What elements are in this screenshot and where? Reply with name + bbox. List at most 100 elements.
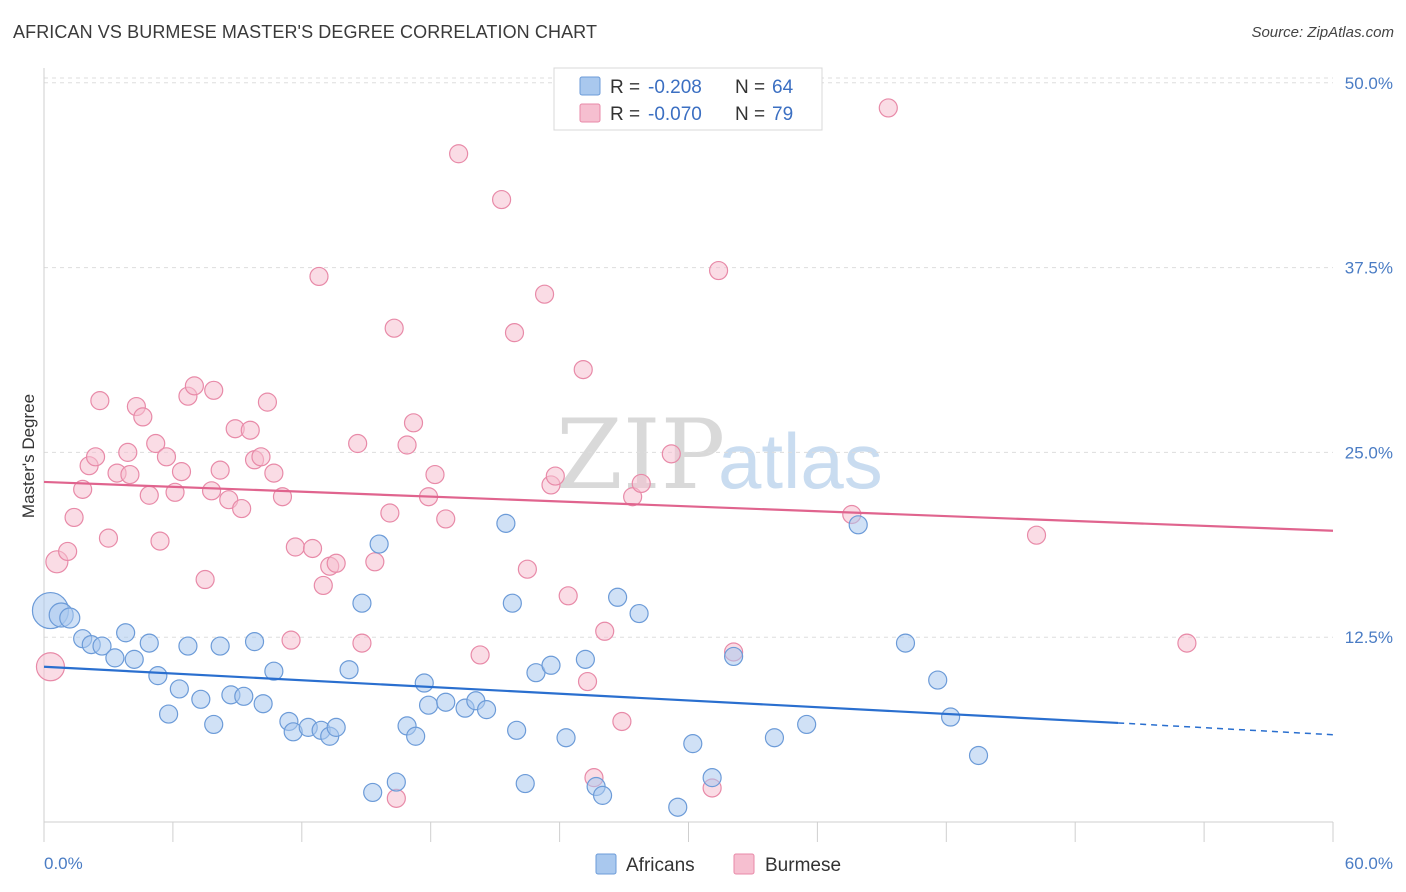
africans-point: [940, 707, 961, 727]
burmese-point: [150, 531, 170, 551]
burmese-point: [139, 485, 159, 505]
burmese-point: [365, 552, 385, 572]
chart-title: AFRICAN VS BURMESE MASTER'S DEGREE CORRE…: [13, 22, 598, 42]
y-axis-label: Master's Degree: [19, 394, 38, 518]
legend-r-value-burmese: -0.070: [648, 104, 702, 125]
burmese-point: [98, 528, 119, 548]
burmese-point: [210, 460, 230, 480]
watermark-atlas: atlas: [718, 417, 883, 505]
africans-point: [507, 720, 527, 740]
africans-point: [244, 632, 265, 652]
africans-point: [629, 603, 649, 624]
burmese-point: [309, 266, 329, 287]
africans-point: [476, 700, 497, 720]
burmese-point: [201, 481, 222, 501]
series-legend-label-burmese: Burmese: [765, 855, 841, 876]
legend-swatch-burmese: [579, 103, 601, 123]
burmese-point: [251, 447, 271, 467]
africans-point: [928, 670, 948, 690]
africans-point: [59, 607, 81, 629]
y-tick-label: 25.0%: [1345, 443, 1393, 462]
x-tick-label-min: 0.0%: [44, 854, 83, 873]
africans-point: [204, 714, 224, 735]
burmese-point: [73, 479, 93, 499]
burmese-point: [326, 553, 346, 573]
legend-r-label-africans: R =: [610, 77, 640, 98]
africans-point: [848, 515, 868, 535]
y-tick-labels: 12.5% 25.0% 37.5% 50.0%: [1345, 74, 1393, 647]
burmese-point: [257, 392, 278, 412]
burmese-point: [285, 537, 305, 557]
africans-point: [339, 660, 359, 680]
burmese-point: [425, 464, 445, 485]
burmese-point: [612, 711, 632, 732]
burmese-point: [878, 98, 898, 118]
y-tick-label: 12.5%: [1345, 628, 1393, 647]
burmese-point: [240, 420, 260, 440]
burmese-point: [449, 144, 469, 164]
africans-point: [436, 692, 456, 712]
series-legend-label-africans: Africans: [626, 855, 695, 876]
legend-r-value-africans: -0.208: [648, 77, 702, 98]
burmese-point: [1177, 633, 1197, 653]
burmese-point: [545, 466, 565, 486]
africans-point: [234, 686, 254, 706]
burmese-point: [661, 444, 681, 464]
burmese-point: [313, 575, 333, 596]
correlation-legend: R = -0.208 N = 64 R = -0.070 N = 79: [553, 67, 823, 131]
africans-point: [386, 772, 406, 792]
africans-point: [418, 695, 439, 715]
africans-point: [326, 717, 346, 737]
africans-point: [496, 513, 516, 533]
africans-point: [968, 745, 989, 766]
burmese-point: [90, 391, 110, 411]
burmese-point: [171, 462, 192, 482]
africans-point: [515, 773, 535, 794]
africans-point: [116, 623, 136, 643]
africans-point: [556, 728, 576, 748]
series-legend-swatch-burmese: [733, 853, 755, 875]
burmese-point: [491, 189, 512, 210]
burmese-point: [470, 645, 490, 665]
burmese-point: [64, 507, 84, 528]
burmese-point: [517, 559, 537, 579]
burmese-point: [146, 433, 166, 454]
africans-point: [369, 534, 389, 554]
africans-point: [668, 797, 688, 817]
burmese-point: [302, 538, 323, 559]
africans-point: [124, 649, 144, 669]
series-legend-swatch-africans: [595, 853, 617, 875]
burmese-point: [631, 473, 651, 494]
burmese-point: [573, 360, 593, 380]
africans-point: [683, 734, 703, 754]
trend-lines: [43, 480, 1334, 736]
burmese-point: [204, 380, 224, 400]
burmese-point: [1026, 525, 1047, 545]
burmese-point: [120, 464, 140, 485]
burmese-point: [403, 413, 424, 433]
africans-point: [178, 636, 198, 656]
burmese-point: [534, 284, 555, 304]
burmese-point: [623, 487, 643, 507]
burmese-point: [118, 442, 138, 462]
africans-point: [169, 679, 189, 699]
africans-point: [139, 633, 159, 653]
x-tick-label-max: 60.0%: [1345, 854, 1393, 873]
africans-point: [191, 689, 211, 709]
burmese-point: [195, 569, 215, 590]
africans-point: [406, 726, 426, 746]
africans-point: [92, 636, 112, 656]
legend-swatch-africans: [579, 76, 601, 96]
africans-point: [148, 666, 168, 686]
burmese-point: [264, 463, 284, 483]
legend-n-label-burmese: N =: [735, 104, 765, 125]
africans-point: [895, 633, 916, 653]
legend-r-label-burmese: R =: [610, 104, 640, 125]
source-label: Source: ZipAtlas.com: [1251, 24, 1394, 41]
burmese-trend-line: [43, 480, 1334, 532]
burmese-point: [595, 621, 615, 641]
legend-n-label-africans: N =: [735, 77, 765, 98]
y-tick-label: 37.5%: [1345, 259, 1393, 278]
legend-n-value-burmese: 79: [772, 104, 793, 125]
